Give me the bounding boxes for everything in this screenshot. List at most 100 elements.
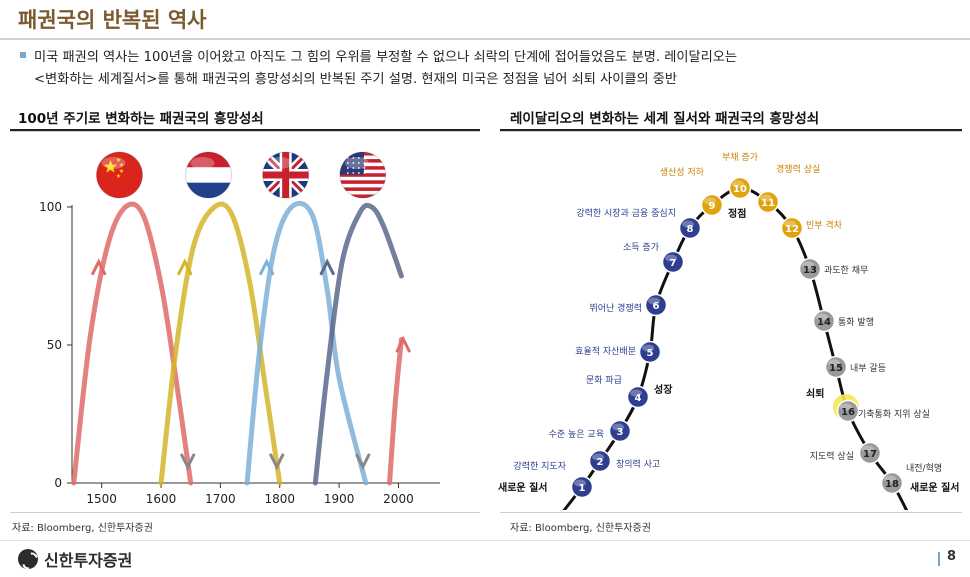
stage-circle xyxy=(728,176,752,200)
uk-cycle-line xyxy=(244,200,369,486)
x-tick-label: 1500 xyxy=(86,492,117,506)
stage-number: 1 xyxy=(579,483,586,494)
stage-label: 경쟁력 상실 xyxy=(776,163,820,175)
stage-number: 4 xyxy=(635,393,642,404)
left-section-rule xyxy=(10,129,480,131)
stage-gloss xyxy=(884,475,896,483)
right-section-rule xyxy=(500,129,962,131)
stage-circle xyxy=(644,293,668,317)
stage-number: 7 xyxy=(670,258,677,269)
stage-7: 7 소득 증가 xyxy=(623,242,685,274)
brand-name: 신한투자증권 xyxy=(44,551,133,570)
stage-circle xyxy=(780,216,804,240)
stage-gloss xyxy=(630,389,642,397)
china-arrow-icon xyxy=(91,258,107,276)
footer-divider xyxy=(0,540,970,541)
stage-circle xyxy=(858,441,882,465)
stage-circle xyxy=(588,449,612,473)
stage-10: 10 부채 증가 xyxy=(722,152,758,200)
netherlands-cycle-line xyxy=(158,201,283,486)
right-source: 자료: Bloomberg, 신한투자증권 xyxy=(510,523,651,534)
stage-5: 5 효율적 자산배분 xyxy=(575,340,662,364)
stage-label: 부채 증가 xyxy=(722,152,758,163)
stage-14: 14 통화 발행 xyxy=(812,309,874,333)
stage-circle xyxy=(626,385,650,409)
stage-circle xyxy=(570,475,594,499)
stage-label: 빈부 격차 xyxy=(806,219,843,231)
stage-gloss xyxy=(840,403,852,411)
x-tick-label: 1800 xyxy=(264,492,295,506)
y-tick-label: 50 xyxy=(47,338,62,352)
stage-gloss xyxy=(784,220,796,228)
stage-number: 13 xyxy=(803,265,817,276)
bullet-square-icon xyxy=(20,52,26,58)
end-label: 새로운 질서 xyxy=(910,481,959,494)
stage-circle xyxy=(700,193,724,217)
netherlands-arrow-icon xyxy=(269,453,285,471)
stage-circle xyxy=(638,340,662,364)
stage-gloss xyxy=(802,261,814,269)
usa-arrow-icon xyxy=(319,258,335,276)
stage-gloss xyxy=(682,220,694,228)
stage-circle xyxy=(880,471,904,495)
right-chart-title: 레이달리오의 변화하는 세계 질서와 패권국의 흥망성쇠 xyxy=(510,111,820,127)
netherlands-flag-icon xyxy=(185,151,233,199)
stage-9: 9 생산성 저하 xyxy=(660,167,724,217)
y-tick-label: 0 xyxy=(54,476,62,490)
stage-label: 과도한 채무 xyxy=(824,265,868,276)
stage-label: 내부 갈등 xyxy=(850,363,886,374)
stage-gloss xyxy=(760,194,772,202)
summary-line-1: 미국 패권의 역사는 100년을 이어왔고 아직도 그 힘의 우위를 부정할 수… xyxy=(34,50,738,65)
y-tick-label: 100 xyxy=(39,200,62,214)
left-source: 자료: Bloomberg, 신한투자증권 xyxy=(12,523,153,534)
stage-circle xyxy=(608,419,632,443)
stage-label: 통화 발행 xyxy=(838,316,874,328)
stage-label: 내전/혁명 xyxy=(906,463,942,474)
stage-3: 3 수준 높은 교육 xyxy=(549,419,632,443)
stage-2: 2 창의력 사고 xyxy=(588,449,660,473)
stage-number: 18 xyxy=(885,479,899,490)
x-tick-label: 2000 xyxy=(383,492,414,506)
stage-16: 16 기축통화 지위 상실 xyxy=(833,394,930,423)
uk-arrow-icon xyxy=(355,453,371,471)
stage-12: 12 빈부 격차 xyxy=(780,216,843,240)
stage-gloss xyxy=(612,423,624,431)
stage-gloss xyxy=(816,313,828,321)
stage-label: 뛰어난 경쟁력 xyxy=(589,302,642,314)
stage-circle xyxy=(824,355,848,379)
right-source-rule xyxy=(500,512,962,513)
left-source-rule xyxy=(10,512,480,513)
stage-number: 5 xyxy=(647,348,654,359)
stage-circle xyxy=(661,250,685,274)
stage-11: 11 경쟁력 상실 xyxy=(756,163,820,214)
hegemony-cycle-chart: 0 50 100 1500 1600 1700 1800 1900 2000 xyxy=(39,151,440,506)
stage-number: 8 xyxy=(687,224,694,235)
stage-label: 효율적 자산배분 xyxy=(575,345,636,357)
stage-number: 14 xyxy=(817,317,831,328)
stage-number: 10 xyxy=(733,184,747,195)
stage-1: 1 강력한 지도자 xyxy=(513,460,594,499)
usa-flag-icon xyxy=(339,151,387,199)
left-section-rule-thin xyxy=(10,131,480,132)
title-divider xyxy=(0,38,970,40)
stage-circle xyxy=(678,216,702,240)
phase-growth-label: 성장 xyxy=(654,383,673,396)
stage-gloss xyxy=(732,180,744,188)
stage-17: 17 지도력 상실 xyxy=(810,441,882,465)
netherlands-arrow-icon xyxy=(177,258,193,276)
china-cycle-line xyxy=(71,201,194,486)
next-cycle-line xyxy=(387,336,404,486)
next-arrow-icon xyxy=(395,335,411,353)
stage-number: 15 xyxy=(829,363,843,374)
left-chart-title: 100년 주기로 변화하는 패권국의 흥망성쇠 xyxy=(18,111,264,127)
start-label: 새로운 질서 xyxy=(498,481,547,494)
uk-arrow-icon xyxy=(259,258,275,276)
stage-15: 15 내부 갈등 xyxy=(824,355,886,379)
x-tick-label: 1900 xyxy=(324,492,355,506)
stage-label: 기축통화 지위 상실 xyxy=(858,409,930,420)
stage-circle xyxy=(798,257,822,281)
x-tick-label: 1600 xyxy=(146,492,177,506)
stage-number: 12 xyxy=(785,224,799,235)
summary-bullet: 미국 패권의 역사는 100년을 이어왔고 아직도 그 힘의 우위를 부정할 수… xyxy=(20,47,960,91)
